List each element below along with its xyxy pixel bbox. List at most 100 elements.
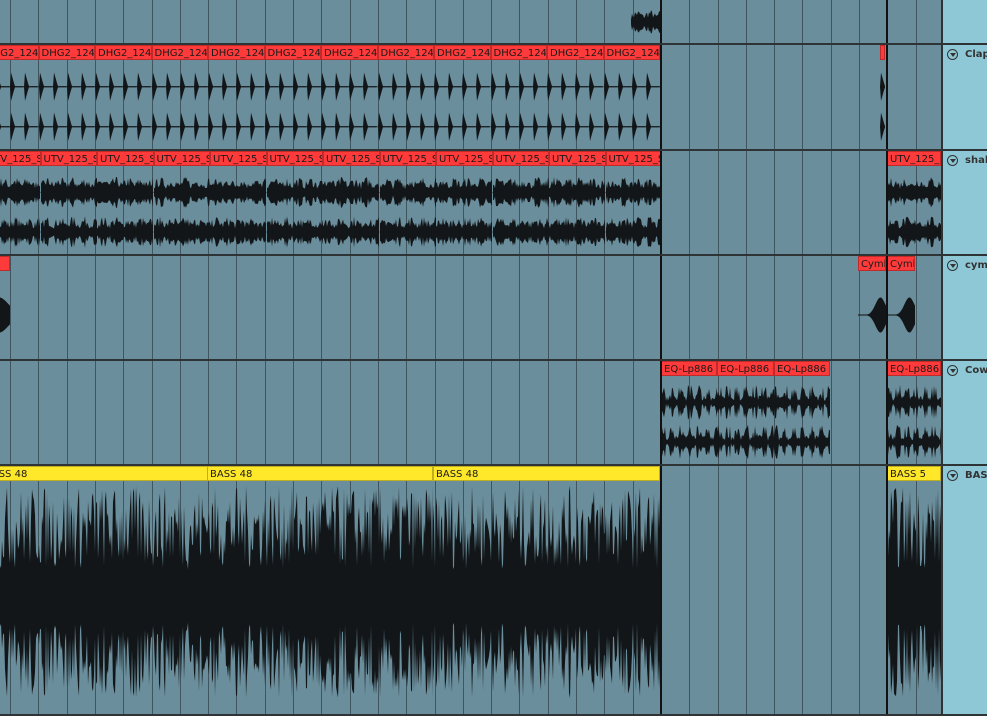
grid-line (547, 361, 549, 464)
waveform-channel (323, 177, 379, 208)
clap-clip[interactable]: DHG2_124 (38, 45, 95, 149)
track-lane-cow[interactable]: EQ-Lp886 CEQ-Lp886 CEQ-Lp886 CEQ-Lp886 C (0, 361, 941, 466)
shaker-clip[interactable]: UTV_125_S (379, 151, 436, 254)
grid-line (604, 256, 606, 359)
arrangement-view[interactable]: DHG2_124DHG2_124DHG2_124DHG2_124DHG2_124… (0, 0, 941, 716)
waveform-channel (433, 485, 660, 699)
grid-line (151, 361, 153, 464)
clap-clip[interactable]: DHG2_124 (490, 45, 547, 149)
clap-clip[interactable]: DHG2_124 (95, 45, 152, 149)
clap-clip[interactable]: DHG2_124 (321, 45, 378, 149)
waveform-channel (0, 112, 38, 141)
waveform-channel (40, 216, 97, 248)
track-lane-clap[interactable]: DHG2_124DHG2_124DHG2_124DHG2_124DHG2_124… (0, 45, 941, 151)
track-header-bass[interactable]: BASS (943, 466, 987, 716)
clap-clip[interactable]: DHG2_124 (264, 45, 321, 149)
grid-line (462, 256, 464, 359)
shaker-clip[interactable]: UTV_125_S (436, 151, 493, 254)
bass-clip[interactable]: BASS 48 (207, 466, 433, 714)
cymbal-clip[interactable]: Cymb (887, 256, 915, 359)
track-header-cow[interactable]: Cow (943, 361, 987, 466)
clip-name: BASS 48 (433, 466, 660, 481)
bass-clip[interactable]: BASS 48 (433, 466, 660, 714)
clap-clip[interactable]: DHG2_124 (151, 45, 208, 149)
cow-clip[interactable]: EQ-Lp886 C (887, 361, 941, 464)
track-header-cymbal[interactable]: cymb (943, 256, 987, 361)
waveform (661, 385, 717, 459)
track-header-clap[interactable]: Clap (943, 45, 987, 151)
locator-line (886, 151, 888, 254)
cow-clip[interactable]: EQ-Lp886 C (661, 361, 717, 464)
track-lane-top[interactable] (0, 0, 941, 45)
shaker-clip[interactable]: UTV_125_ (887, 151, 941, 254)
waveform (605, 177, 662, 248)
locator-line (660, 151, 662, 254)
clap-clip[interactable] (880, 45, 885, 149)
grid-line (547, 0, 549, 43)
grid-line (717, 45, 719, 149)
cow-clip[interactable]: EQ-Lp886 C (717, 361, 774, 464)
waveform-channel (549, 177, 605, 208)
waveform-channel (210, 178, 266, 207)
shaker-clip[interactable]: UTV_125_S (605, 151, 662, 254)
fold-toggle-icon[interactable] (947, 49, 958, 60)
grid-line (462, 361, 464, 464)
grid-line (859, 361, 860, 464)
shaker-clip[interactable]: UTV_125_S (492, 151, 549, 254)
grid-line (406, 256, 408, 359)
waveform (492, 177, 549, 247)
grid-line (689, 151, 691, 254)
shaker-clip[interactable]: UTV_125_S (40, 151, 97, 254)
grid-line (689, 466, 691, 714)
shaker-clip[interactable]: UTV_125_S (210, 151, 267, 254)
bass-clip[interactable]: BASS 5 (887, 466, 941, 714)
waveform (887, 487, 941, 697)
waveform-channel (436, 177, 492, 208)
shaker-clip[interactable]: UTV_125_S (97, 151, 154, 254)
grid-line (887, 45, 889, 149)
clap-clip[interactable]: DHG2_124 (434, 45, 491, 149)
clip-name: UTV_125_S (605, 151, 662, 166)
clap-clip[interactable]: DHG2_124 (208, 45, 265, 149)
clap-clip[interactable]: DHG2_124 (547, 45, 604, 149)
grid-line (66, 361, 68, 464)
bass-clip[interactable]: BASS 48 (0, 466, 208, 714)
cymbal-clip[interactable]: Cymb (858, 256, 886, 359)
shaker-clip[interactable]: UTV_125_S (549, 151, 606, 254)
waveform-channel (153, 216, 210, 248)
clip-name: EQ-Lp886 C (774, 361, 830, 376)
cymbal-clip[interactable]: Cymb (0, 256, 10, 359)
cow-clip[interactable]: EQ-Lp886 C (774, 361, 830, 464)
fold-toggle-icon[interactable] (947, 470, 958, 481)
shaker-clip[interactable]: UTV_125_S (266, 151, 323, 254)
clip-name: DHG2_124 (547, 45, 604, 60)
grid-line (859, 151, 860, 254)
waveform (38, 72, 95, 141)
grid-line (859, 0, 860, 43)
shaker-clip[interactable]: UTV_125_S (323, 151, 380, 254)
track-header-top[interactable] (943, 0, 987, 45)
grid-line (915, 256, 917, 359)
fold-toggle-icon[interactable] (947, 365, 958, 376)
clap-clip[interactable]: DHG2_124 (603, 45, 660, 149)
fold-toggle-icon[interactable] (947, 155, 958, 166)
grid-line (349, 361, 351, 464)
clip-name: BASS 48 (0, 466, 208, 481)
grid-line (406, 151, 408, 254)
clap-clip[interactable]: DHG2_124 (0, 45, 39, 149)
track-lane-cymbal[interactable]: CymbCymbCymb (0, 256, 941, 361)
waveform (887, 385, 941, 459)
shaker-clip[interactable]: UTV_125_S (153, 151, 210, 254)
grid-line (689, 256, 691, 359)
waveform-channel (887, 216, 941, 248)
clap-clip[interactable]: DHG2_124 (377, 45, 434, 149)
track-lane-shaker[interactable]: UTV_125_SUTV_125_SUTV_125_SUTV_125_SUTV_… (0, 151, 941, 256)
track-header-shaker[interactable]: shak (943, 151, 987, 256)
grid-line (179, 256, 181, 359)
fold-toggle-icon[interactable] (947, 260, 958, 271)
waveform (717, 385, 774, 460)
grid-line (604, 361, 606, 464)
grid-line (491, 256, 493, 359)
shaker-clip[interactable]: UTV_125_S (0, 151, 41, 254)
